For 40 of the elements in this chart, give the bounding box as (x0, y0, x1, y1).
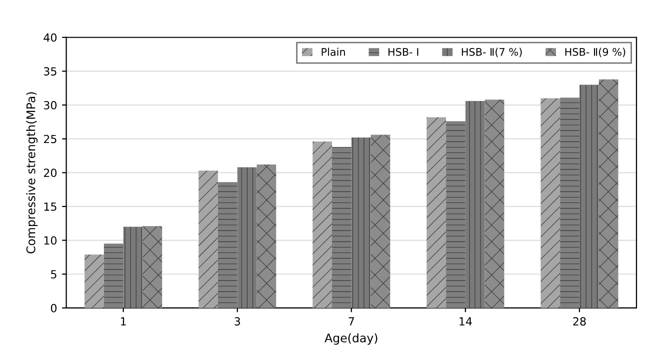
bar (312, 142, 332, 308)
y-axis-title: Compressive strength(MPa) (26, 92, 38, 254)
legend-label: HSB- Ⅱ(7 %) (462, 48, 522, 58)
legend-label: HSB- Ⅱ(9 %) (565, 48, 626, 58)
bar (218, 182, 238, 308)
x-axis-title: Age(day) (324, 333, 378, 345)
y-tick-label: 40 (44, 33, 57, 42)
x-tick-label: 28 (573, 317, 586, 326)
bar (332, 146, 352, 308)
x-tick-label: 1 (121, 317, 126, 326)
bar (198, 170, 218, 308)
bar (560, 98, 580, 308)
y-tick-label: 30 (44, 100, 57, 110)
bar (540, 98, 560, 308)
y-tick-label: 35 (44, 67, 56, 76)
y-tick-label: 0 (50, 304, 57, 312)
bar (579, 84, 599, 308)
x-tick-label: 7 (348, 317, 354, 326)
y-tick-label: 5 (51, 270, 56, 278)
y-tick-label: 15 (44, 202, 56, 211)
bar (465, 100, 485, 308)
bar (484, 100, 504, 308)
bar (84, 254, 104, 308)
bar (351, 137, 371, 308)
bar (426, 117, 446, 308)
bar (256, 164, 276, 308)
y-tick-label: 20 (44, 168, 57, 178)
bar (598, 79, 618, 308)
x-tick-label: 3 (234, 317, 240, 326)
bar (123, 226, 143, 308)
y-tick-label: 10 (44, 236, 57, 245)
bar (142, 226, 162, 308)
legend-label: Plain (322, 48, 345, 56)
y-tick-label: 25 (44, 134, 56, 144)
bar (104, 244, 124, 308)
legend-label: HSB- Ⅰ (388, 48, 418, 56)
bar (446, 121, 466, 308)
x-tick-label: 14 (460, 317, 472, 326)
bar (237, 167, 257, 308)
bar (370, 134, 390, 308)
